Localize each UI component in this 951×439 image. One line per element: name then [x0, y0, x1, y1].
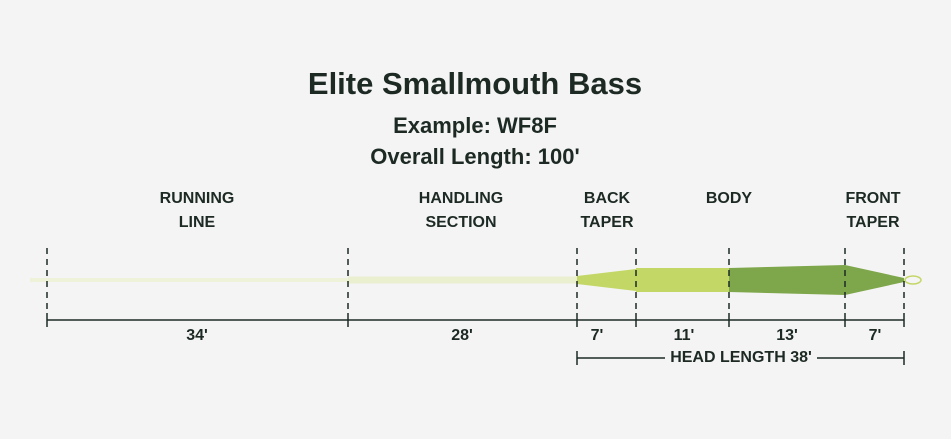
measurement: 7': [869, 327, 882, 344]
section-label: LINE: [179, 214, 216, 231]
section-label: HANDLING: [419, 190, 503, 207]
section-label: BACK: [584, 190, 631, 207]
measurement: 28': [451, 327, 473, 344]
measurement: 13': [776, 327, 798, 344]
back-taper: [577, 269, 636, 291]
fly-line: [30, 265, 922, 295]
section-label: BODY: [706, 190, 753, 207]
section-label: TAPER: [580, 214, 633, 231]
measurement: 11': [674, 327, 695, 344]
section-label: SECTION: [425, 214, 496, 231]
example: Example: WF8F: [393, 113, 557, 138]
title: Elite Smallmouth Bass: [308, 66, 642, 101]
section-label: RUNNING: [160, 190, 235, 207]
measurement: 34': [186, 327, 208, 344]
body-rear: [729, 265, 845, 295]
head-label-bg: [665, 348, 817, 368]
front-taper: [845, 265, 904, 295]
measurement: 7': [591, 327, 604, 344]
head-length: HEAD LENGTH 38': [670, 349, 812, 366]
section-label: TAPER: [846, 214, 899, 231]
body-front: [636, 268, 729, 292]
overall-length: Overall Length: 100': [370, 144, 579, 169]
loop: [904, 275, 922, 285]
section-label: FRONT: [845, 190, 900, 207]
